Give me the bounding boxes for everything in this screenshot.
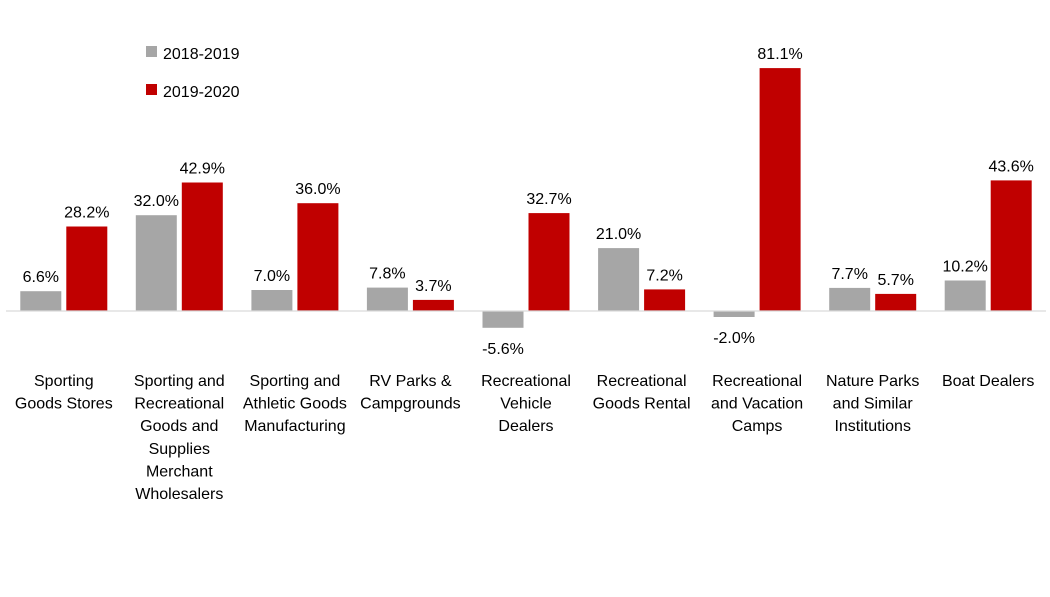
data-label-series2-cat7: 81.1% — [757, 46, 802, 63]
bars-group — [20, 68, 1032, 328]
data-label-series2-cat8: 5.7% — [877, 272, 913, 289]
category-label-5: Recreational Vehicle Dealers — [481, 373, 571, 435]
category-label-line: and Similar — [833, 396, 914, 413]
category-label-line: Supplies — [149, 441, 210, 458]
category-label-9: Boat Dealers — [942, 373, 1035, 390]
bar-series1-cat6 — [598, 248, 640, 311]
category-label-line: Sporting — [34, 373, 94, 390]
bar-series1-cat4 — [366, 287, 408, 311]
data-label-series1-cat5: -5.6% — [482, 341, 524, 358]
bar-series1-cat5 — [482, 311, 524, 328]
bar-series1-cat7 — [713, 311, 755, 317]
bar-series2-cat6 — [644, 289, 686, 311]
bar-series2-cat8 — [875, 293, 917, 311]
data-label-series1-cat4: 7.8% — [369, 266, 405, 283]
legend-swatch-2018-2019 — [146, 46, 157, 57]
data-label-series2-cat5: 32.7% — [526, 191, 571, 208]
category-label-line: Vehicle — [500, 396, 552, 413]
category-label-2: Sporting and Recreational Goods and Supplie… — [134, 373, 225, 503]
category-label-line: Recreational — [481, 373, 571, 390]
data-label-series1-cat1: 6.6% — [23, 269, 59, 286]
category-label-line: Nature Parks — [826, 373, 919, 390]
category-label-line: Boat Dealers — [942, 373, 1035, 390]
bar-series2-cat2 — [181, 182, 223, 311]
category-label-line: Manufacturing — [244, 418, 345, 435]
data-label-series1-cat3: 7.0% — [254, 268, 290, 285]
category-label-line: Recreational — [597, 373, 687, 390]
data-label-series1-cat2: 32.0% — [134, 193, 179, 210]
bar-series2-cat9 — [990, 180, 1032, 311]
data-label-series2-cat9: 43.6% — [989, 158, 1034, 175]
category-label-1: Sporting Goods Stores — [15, 373, 113, 413]
legend-label-2018-2019: 2018-2019 — [163, 46, 240, 63]
data-label-series1-cat8: 7.7% — [831, 266, 867, 283]
bar-series1-cat9 — [944, 280, 986, 311]
bar-series2-cat1 — [66, 226, 108, 311]
data-label-series2-cat4: 3.7% — [415, 278, 451, 295]
category-label-line: Sporting and — [134, 373, 225, 390]
category-label-line: Sporting and — [250, 373, 341, 390]
data-label-series2-cat3: 36.0% — [295, 181, 340, 198]
category-label-line: Dealers — [498, 418, 553, 435]
bar-series2-cat3 — [297, 203, 339, 311]
legend-swatch-2019-2020 — [146, 84, 157, 95]
category-label-line: Athletic Goods — [243, 396, 347, 413]
category-label-line: Goods and — [140, 418, 218, 435]
category-label-line: Campgrounds — [360, 396, 461, 413]
data-label-series2-cat2: 42.9% — [180, 161, 225, 178]
bar-series1-cat1 — [20, 291, 62, 311]
bar-series2-cat7 — [759, 68, 801, 311]
category-label-line: RV Parks & — [369, 373, 452, 390]
category-label-line: Wholesalers — [135, 486, 223, 503]
bar-series1-cat3 — [251, 290, 293, 311]
category-label-line: Goods Stores — [15, 396, 113, 413]
category-label-line: Goods Rental — [593, 396, 691, 413]
category-label-line: Recreational — [712, 373, 802, 390]
bar-series1-cat8 — [829, 287, 871, 311]
category-label-line: Recreational — [134, 396, 224, 413]
category-label-3: Sporting and Athletic Goods Manufacturing — [243, 373, 347, 435]
data-label-series1-cat9: 10.2% — [943, 259, 988, 276]
bar-series1-cat2 — [135, 215, 177, 311]
data-label-series1-cat6: 21.0% — [596, 226, 641, 243]
category-label-line: Merchant — [146, 463, 213, 480]
data-labels-group: 6.6% 28.2% 32.0%42.9% 7.0% 36.0% 7.8% 3.7% -5.6… — [23, 46, 1034, 358]
legend: 2018-2019 2019-2020 — [146, 46, 240, 101]
category-label-line: Camps — [732, 418, 783, 435]
bar-series2-cat5 — [528, 213, 570, 311]
category-label-line: Institutions — [834, 418, 910, 435]
data-label-series2-cat6: 7.2% — [646, 267, 682, 284]
category-label-4: RV Parks & Campgrounds — [360, 373, 461, 413]
category-label-6: Recreational Goods Rental — [593, 373, 691, 413]
category-label-8: Nature Parks and Similar Institutions — [826, 373, 919, 435]
legend-label-2019-2020: 2019-2020 — [163, 84, 240, 101]
category-label-7: Recreational and Vacation Camps — [711, 373, 803, 435]
bar-series2-cat4 — [412, 299, 454, 311]
category-label-line: and Vacation — [711, 396, 803, 413]
data-label-series2-cat1: 28.2% — [64, 205, 109, 222]
data-label-series1-cat7: -2.0% — [713, 330, 755, 347]
category-labels-group: Sporting Goods Stores Sporting and Recreati… — [15, 373, 1035, 503]
